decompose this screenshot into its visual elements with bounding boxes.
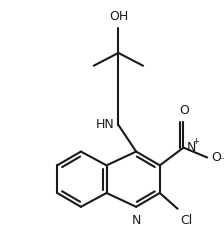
Text: O: O: [180, 104, 190, 117]
Text: +: +: [192, 137, 199, 146]
Text: O: O: [211, 151, 221, 164]
Text: HN: HN: [96, 119, 114, 131]
Text: ⁻: ⁻: [219, 156, 224, 166]
Text: N: N: [131, 214, 141, 227]
Text: N: N: [186, 141, 196, 154]
Text: Cl: Cl: [181, 214, 193, 227]
Text: OH: OH: [109, 10, 128, 23]
